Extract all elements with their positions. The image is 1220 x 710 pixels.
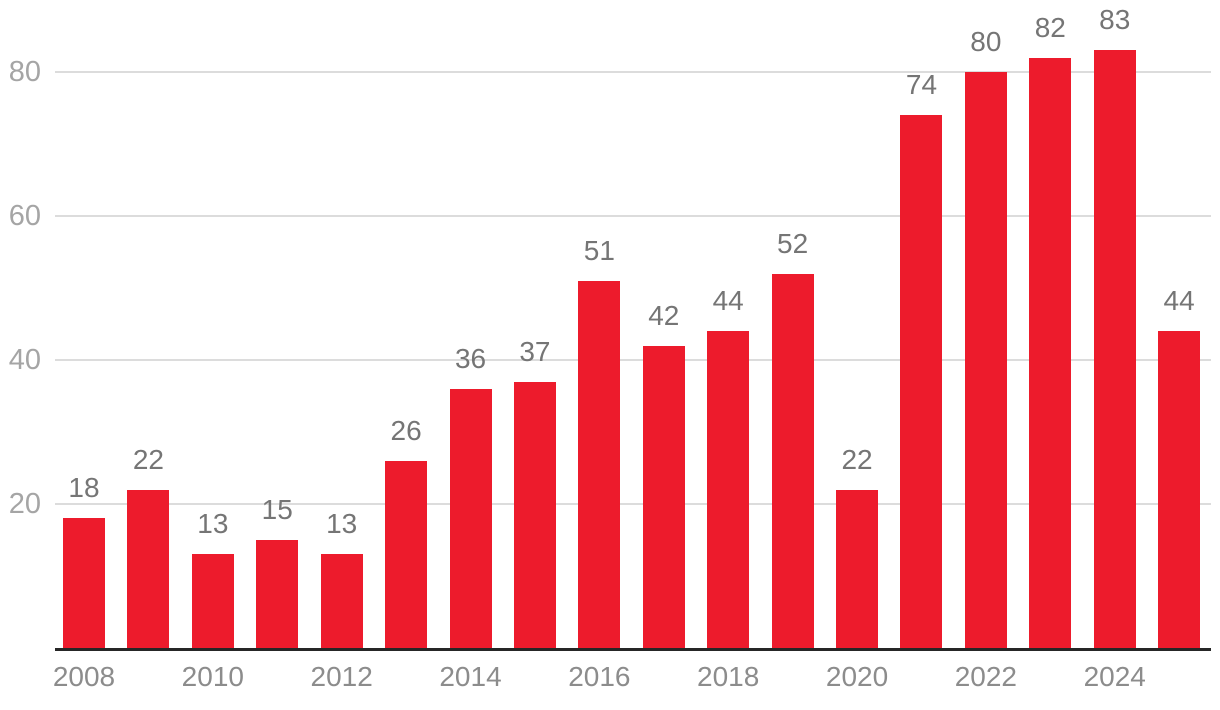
bar-value-label: 36	[454, 342, 487, 374]
bar	[385, 460, 428, 648]
bar-value-label: 52	[777, 227, 809, 259]
bar	[320, 554, 363, 648]
bar	[900, 115, 943, 648]
y-axis-tick-label: 80	[8, 56, 41, 88]
bar	[1093, 50, 1136, 648]
x-axis-tick-label: 2016	[568, 661, 631, 692]
x-axis-tick-label: 2018	[697, 661, 760, 692]
bar-value-label: 44	[712, 285, 744, 317]
bar	[191, 554, 234, 648]
x-axis-tick-label: 2008	[52, 661, 116, 692]
bar-value-label: 37	[519, 335, 551, 367]
gridline	[55, 503, 1211, 505]
bar-value-label: 22	[841, 443, 873, 475]
bar-value-label: 42	[648, 299, 680, 331]
bar-value-label: 74	[905, 69, 938, 101]
bar-value-label: 44	[1163, 285, 1195, 317]
bar-value-label: 22	[132, 443, 164, 475]
y-axis-tick-label: 40	[8, 344, 41, 376]
bar	[578, 280, 621, 648]
gridline	[55, 71, 1211, 73]
gridline	[55, 359, 1211, 361]
x-axis-tick-label: 2020	[825, 661, 889, 692]
bar	[1158, 331, 1201, 648]
bar-value-label: 13	[197, 508, 229, 540]
x-axis-tick-label: 2012	[310, 661, 373, 692]
bar-value-label: 15	[261, 494, 293, 525]
bar	[642, 345, 685, 648]
bar-value-label: 83	[1099, 4, 1131, 36]
bar	[1029, 57, 1072, 648]
x-axis-tick-label: 2022	[954, 661, 1018, 692]
bar	[836, 489, 879, 648]
x-axis-tick-label: 2024	[1083, 661, 1146, 692]
bar-value-label: 13	[326, 508, 358, 540]
bar	[63, 518, 105, 648]
bar	[256, 540, 299, 648]
bar	[707, 331, 750, 648]
x-axis-tick-label: 2010	[181, 661, 244, 692]
bar-value-label: 51	[583, 234, 615, 266]
x-axis-line	[55, 648, 1211, 651]
x-axis-tick-label: 2014	[439, 661, 502, 692]
bar-value-label: 18	[68, 472, 100, 504]
bar-value-label: 80	[970, 26, 1002, 57]
gridline	[55, 215, 1211, 217]
bar	[449, 388, 492, 648]
bar-value-label: 26	[390, 414, 422, 446]
y-axis-tick-label: 20	[8, 488, 41, 520]
bar	[513, 381, 556, 648]
bar	[127, 489, 170, 648]
bar	[964, 72, 1007, 648]
bar-value-label: 82	[1034, 11, 1066, 43]
y-axis-tick-label: 60	[8, 200, 41, 232]
bar	[771, 273, 814, 648]
